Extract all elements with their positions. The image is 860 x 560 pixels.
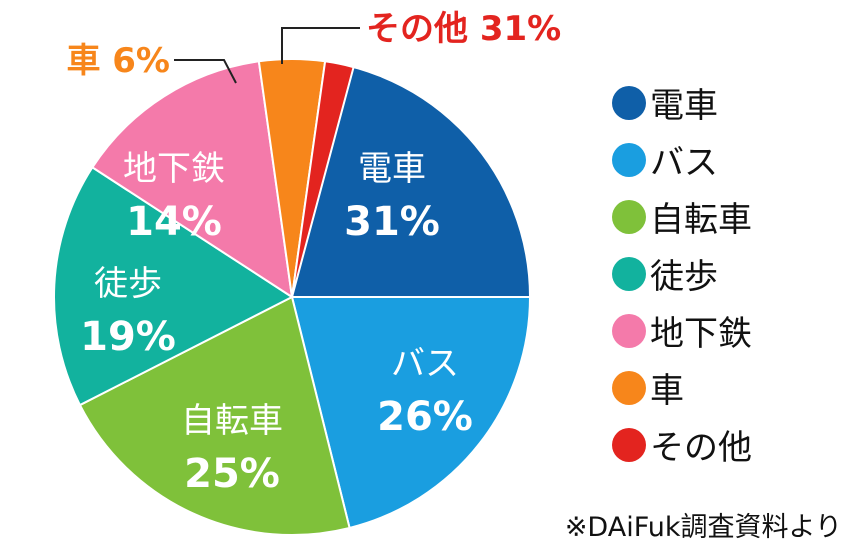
legend-swatch [612, 199, 646, 234]
callout-leader-line [281, 27, 360, 64]
slice-label-value: 19% [80, 314, 176, 360]
slice-label-name: 徒歩 [94, 264, 162, 304]
slice-label-value: 25% [184, 451, 280, 497]
legend-swatch [612, 85, 646, 120]
slice-label-value: 26% [377, 394, 473, 440]
legend-label: 自転車 [650, 200, 752, 240]
legend-label: バス [650, 143, 718, 183]
slice-label-value: 31% [344, 199, 440, 245]
pie-slice-3 [78, 295, 351, 536]
legend-swatch [612, 427, 646, 462]
legend-label: その他 [650, 428, 752, 468]
legend-swatch [612, 256, 646, 291]
legend-swatch [612, 370, 646, 405]
slice-label-name: 地下鉄 [123, 149, 225, 189]
legend-item: 電車 [612, 74, 752, 131]
legend-label: 車 [650, 371, 684, 411]
callout-leader-line [174, 59, 237, 84]
pie-slice-4 [53, 165, 294, 407]
legend-item: その他 [612, 416, 752, 473]
pie-slice-5 [91, 60, 294, 300]
legend-item: 自転車 [612, 188, 752, 245]
chart-legend: 電車バス自転車徒歩地下鉄車その他 [612, 74, 752, 473]
slice-label-name: 自転車 [181, 401, 283, 441]
legend-label: 電車 [650, 86, 718, 126]
slice-label-name: 電車 [358, 149, 426, 189]
pie-slice-7 [291, 60, 355, 298]
legend-item: 徒歩 [612, 245, 752, 302]
legend-item: バス [612, 131, 752, 188]
legend-label: 徒歩 [650, 257, 718, 297]
legend-swatch [612, 313, 646, 348]
slice-label-name: バス [391, 344, 459, 384]
pie-slice-2 [290, 296, 532, 530]
callout-label: その他 31% [366, 9, 561, 49]
source-note: ※DAiFuk調査資料より [564, 512, 842, 543]
legend-label: 地下鉄 [650, 314, 752, 354]
legend-item: 地下鉄 [612, 302, 752, 359]
callout-label: 車 6% [66, 41, 170, 81]
legend-item: 車 [612, 359, 752, 416]
legend-swatch [612, 142, 646, 177]
slice-label-value: 14% [126, 199, 222, 245]
